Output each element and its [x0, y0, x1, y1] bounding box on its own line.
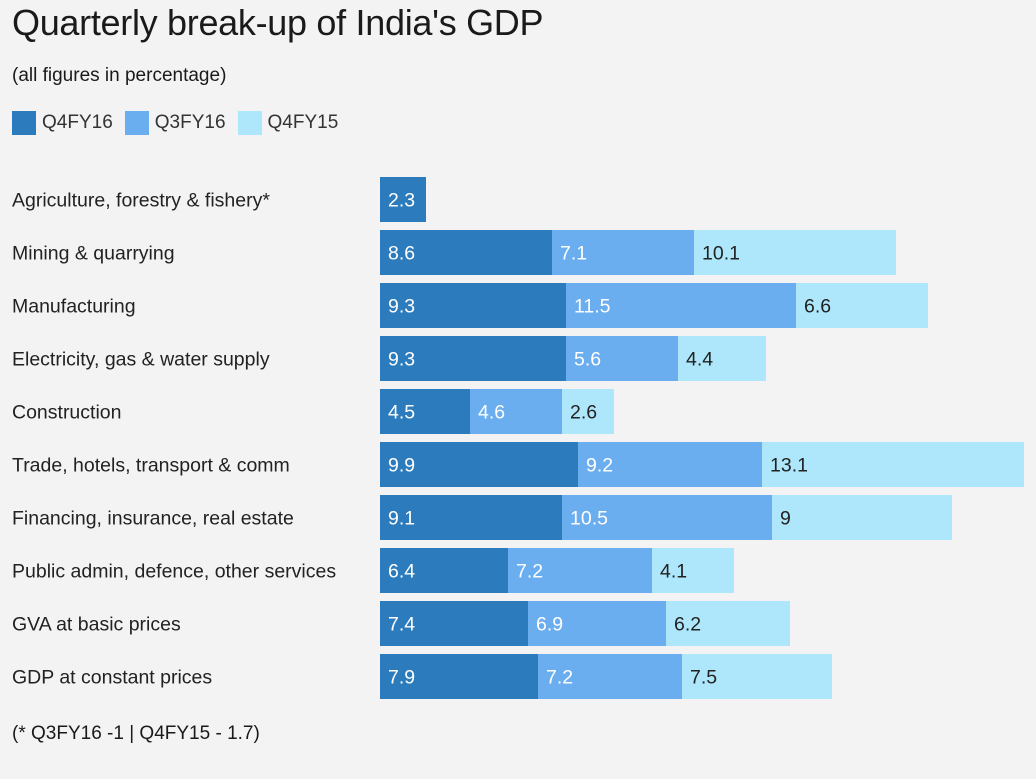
data-label-q4fy15-gva-at-basic-prices: 6.2: [674, 614, 701, 636]
legend-label-q3fy16: Q3FY16: [154, 112, 226, 133]
bar-q3fy16-gdp-at-constant-prices: [538, 654, 682, 699]
bar-q4fy15-manufacturing: [796, 283, 928, 328]
category-label: Mining & quarrying: [12, 243, 175, 265]
legend-swatch-q4fy15: [237, 111, 262, 135]
data-label-q4fy15-trade-hotels-transport-comm: 13.1: [770, 455, 808, 477]
bar-q4fy15-public-admin-defence-other-services: [652, 548, 734, 593]
bar-q4fy16-gva-at-basic-prices: [380, 601, 528, 646]
data-label-q4fy16-public-admin-defence-other-services: 6.4: [388, 561, 415, 583]
category-label: Financing, insurance, real estate: [12, 508, 294, 530]
legend-swatch-q4fy16: [12, 111, 36, 135]
bar-q4fy16-electricity-gas-water-supply: [380, 336, 566, 381]
data-label-q4fy15-manufacturing: 6.6: [804, 296, 831, 318]
bar-q4fy16-trade-hotels-transport-comm: [380, 442, 578, 487]
bar-q4fy15-construction: [562, 389, 614, 434]
bar-q4fy16-construction: [380, 389, 470, 434]
bar-q4fy16-agriculture-forestry-fishery: [380, 177, 426, 222]
bar-q3fy16-financing-insurance-real-estate: [562, 495, 772, 540]
data-label-q4fy15-public-admin-defence-other-services: 4.1: [660, 561, 687, 583]
data-label-q3fy16-gva-at-basic-prices: 6.9: [536, 614, 563, 636]
bar-q4fy16-manufacturing: [380, 283, 566, 328]
category-label: Trade, hotels, transport & comm: [12, 455, 290, 477]
bar-q4fy16-mining-quarrying: [380, 230, 552, 275]
data-label-q3fy16-mining-quarrying: 7.1: [560, 243, 587, 265]
data-label-q3fy16-financing-insurance-real-estate: 10.5: [570, 508, 608, 530]
bar-q4fy15-electricity-gas-water-supply: [678, 336, 766, 381]
data-label-q4fy15-construction: 2.6: [570, 402, 597, 424]
legend-swatch-q3fy16: [124, 111, 149, 135]
bar-q3fy16-construction: [470, 389, 562, 434]
legend-label-q4fy15: Q4FY15: [267, 112, 339, 133]
category-label: GVA at basic prices: [12, 614, 181, 636]
data-label-q3fy16-construction: 4.6: [478, 402, 505, 424]
footnote: (* Q3FY16 -1 | Q4FY15 - 1.7): [12, 723, 260, 744]
data-label-q4fy16-electricity-gas-water-supply: 9.3: [388, 349, 415, 371]
bar-q4fy15-gdp-at-constant-prices: [682, 654, 832, 699]
data-label-q3fy16-electricity-gas-water-supply: 5.6: [574, 349, 601, 371]
legend-item-q4fy16: Q4FY16: [12, 111, 113, 135]
data-label-q4fy15-electricity-gas-water-supply: 4.4: [686, 349, 713, 371]
data-label-q3fy16-public-admin-defence-other-services: 7.2: [516, 561, 543, 583]
data-label-q4fy15-mining-quarrying: 10.1: [702, 243, 740, 265]
bar-q4fy15-financing-insurance-real-estate: [772, 495, 952, 540]
data-label-q3fy16-trade-hotels-transport-comm: 9.2: [586, 455, 613, 477]
data-label-q4fy16-manufacturing: 9.3: [388, 296, 415, 318]
data-label-q4fy15-financing-insurance-real-estate: 9: [780, 508, 791, 530]
bar-q4fy16-gdp-at-constant-prices: [380, 654, 538, 699]
data-label-q4fy16-agriculture-forestry-fishery: 2.3: [388, 190, 415, 212]
category-label: GDP at constant prices: [12, 667, 212, 689]
bar-q3fy16-gva-at-basic-prices: [528, 601, 666, 646]
bar-q3fy16-trade-hotels-transport-comm: [578, 442, 762, 487]
category-label: Agriculture, forestry & fishery*: [12, 190, 270, 212]
category-label: Construction: [12, 402, 121, 424]
data-label-q3fy16-gdp-at-constant-prices: 7.2: [546, 667, 573, 689]
legend-label-q4fy16: Q4FY16: [42, 112, 113, 133]
bar-q3fy16-public-admin-defence-other-services: [508, 548, 652, 593]
bar-q4fy16-financing-insurance-real-estate: [380, 495, 562, 540]
bar-q3fy16-mining-quarrying: [552, 230, 694, 275]
category-label: Manufacturing: [12, 296, 136, 318]
data-label-q4fy16-gva-at-basic-prices: 7.4: [388, 614, 415, 636]
chart-subtitle: (all figures in percentage): [12, 65, 227, 86]
data-label-q4fy16-financing-insurance-real-estate: 9.1: [388, 508, 415, 530]
data-label-q4fy16-construction: 4.5: [388, 402, 415, 424]
bar-q4fy15-trade-hotels-transport-comm: [762, 442, 1024, 487]
legend-item-q3fy16: Q3FY16: [124, 111, 226, 135]
category-label: Electricity, gas & water supply: [12, 349, 270, 371]
legend-item-q4fy15: Q4FY15: [237, 111, 339, 135]
bar-q3fy16-electricity-gas-water-supply: [566, 336, 678, 381]
bar-q4fy16-public-admin-defence-other-services: [380, 548, 508, 593]
bar-q3fy16-manufacturing: [566, 283, 796, 328]
data-label-q4fy16-trade-hotels-transport-comm: 9.9: [388, 455, 415, 477]
bar-q4fy15-mining-quarrying: [694, 230, 896, 275]
legend: Q4FY16 Q3FY16 Q4FY15: [12, 110, 350, 136]
bar-q4fy15-gva-at-basic-prices: [666, 601, 790, 646]
data-label-q3fy16-manufacturing: 11.5: [574, 296, 611, 318]
data-label-q4fy16-gdp-at-constant-prices: 7.9: [388, 667, 415, 689]
data-label-q4fy15-gdp-at-constant-prices: 7.5: [690, 667, 717, 689]
category-label: Public admin, defence, other services: [12, 561, 336, 583]
chart-title: Quarterly break-up of India's GDP: [12, 2, 544, 43]
data-label-q4fy16-mining-quarrying: 8.6: [388, 243, 415, 265]
